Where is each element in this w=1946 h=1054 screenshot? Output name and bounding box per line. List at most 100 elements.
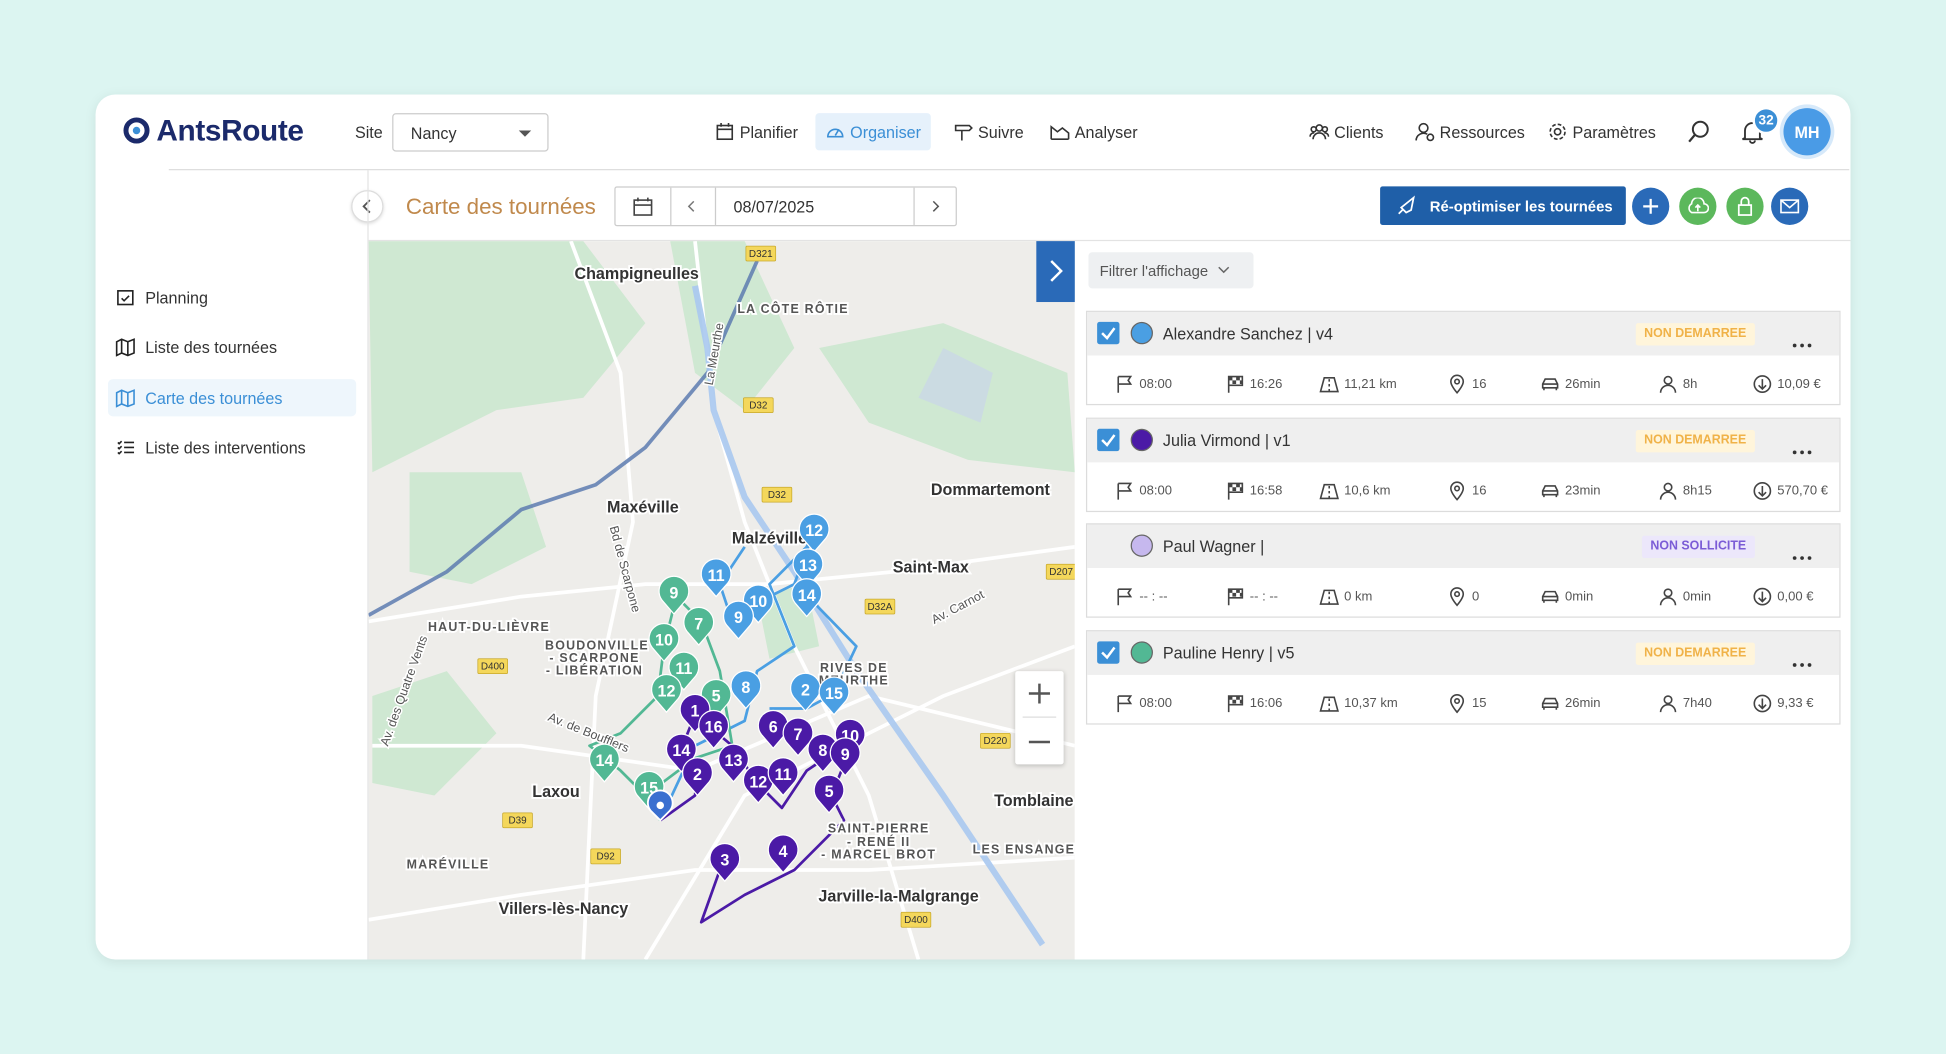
- route-drive: 0min: [1565, 589, 1593, 604]
- route-detail: 26min: [1540, 694, 1600, 714]
- route-detail: 11,21 km: [1319, 374, 1396, 394]
- route-status: NON DEMARREE: [1635, 430, 1754, 452]
- zoom-in[interactable]: [1029, 684, 1050, 704]
- map-town: Maxéville: [607, 499, 679, 517]
- nav-item[interactable]: Suivre: [953, 117, 1024, 147]
- dropdown-arrow: [518, 129, 533, 139]
- route-detail: 570,70 €: [1752, 481, 1828, 501]
- site-select[interactable]: Nancy: [392, 113, 548, 152]
- map-district: MARÉVILLE: [407, 856, 490, 871]
- route-checkbox[interactable]: [1097, 322, 1119, 344]
- marker-label: 12: [805, 522, 823, 540]
- route-cost: 9,33 €: [1777, 696, 1813, 711]
- nav-label: Planifier: [740, 122, 798, 141]
- route-card: Pauline Henry | v5NON DEMARREE08:0016:06…: [1086, 630, 1841, 724]
- route-detail: 08:00: [1115, 481, 1172, 501]
- mail-button[interactable]: [1771, 188, 1808, 225]
- route-distance: 11,21 km: [1344, 377, 1397, 392]
- sidebar-label: Carte des tournées: [145, 388, 282, 407]
- map[interactable]: ChampigneullesLA CÔTE RÔTIEMaxévilleMalz…: [369, 241, 1075, 959]
- avatar[interactable]: MH: [1783, 108, 1830, 155]
- route-color: [1131, 429, 1153, 451]
- sidebar-item[interactable]: Carte des tournées: [108, 379, 356, 416]
- filter-label: Filtrer l'affichage: [1100, 262, 1209, 279]
- nav-label: Analyser: [1075, 122, 1138, 141]
- road-label: D39: [508, 816, 527, 827]
- sidebar-item[interactable]: Liste des interventions: [108, 429, 356, 466]
- route-drive: 23min: [1565, 483, 1601, 498]
- route-detail: 0,00 €: [1752, 587, 1813, 607]
- map-town: Villers-lès-Nancy: [499, 900, 629, 918]
- route-menu[interactable]: [1792, 544, 1812, 566]
- road-label: D220: [984, 736, 1008, 747]
- route-detail: 8h15: [1658, 481, 1712, 501]
- route-distance: 10,37 km: [1344, 696, 1398, 711]
- marker-label: 5: [712, 688, 721, 706]
- route-menu[interactable]: [1792, 439, 1812, 461]
- nav-item[interactable]: Planifier: [715, 117, 798, 147]
- route-cost: 0,00 €: [1777, 589, 1813, 604]
- reoptimize-button[interactable]: Ré-optimiser les tournées: [1380, 186, 1626, 225]
- route-checkbox[interactable]: [1097, 641, 1119, 663]
- marker-label: 14: [798, 587, 816, 605]
- add-button[interactable]: [1632, 188, 1669, 225]
- logo: AntsRoute: [156, 117, 303, 147]
- sidebar-item[interactable]: Planning: [108, 278, 356, 315]
- route-detail: 10,37 km: [1319, 694, 1397, 714]
- road-label: D400: [481, 661, 505, 672]
- marker-label: 13: [799, 557, 817, 575]
- nav-item[interactable]: Organiser: [815, 113, 931, 150]
- upload-button[interactable]: [1679, 188, 1716, 225]
- toggle-panel[interactable]: [1036, 241, 1074, 302]
- route-color: [1131, 534, 1153, 556]
- prev-day[interactable]: [686, 200, 696, 215]
- marker-label: 15: [825, 685, 843, 703]
- sidebar-label: Liste des interventions: [145, 438, 306, 457]
- nav-label: Organiser: [850, 122, 921, 141]
- map-district: - MARCEL BROT: [821, 847, 936, 861]
- marker-label: 8: [741, 679, 750, 697]
- route-end: 16:06: [1250, 696, 1283, 711]
- route-detail: 16: [1447, 481, 1486, 501]
- search-icon[interactable]: [1687, 119, 1712, 144]
- sidebar-item[interactable]: Liste des tournées: [108, 328, 356, 365]
- route-detail: -- : --: [1115, 587, 1168, 607]
- route-color: [1131, 641, 1153, 663]
- route-header: Paul Wagner |NON SOLLICITE: [1087, 525, 1839, 569]
- route-distance: 0 km: [1344, 589, 1372, 604]
- nav-item[interactable]: Paramètres: [1548, 117, 1656, 147]
- route-drive: 26min: [1565, 696, 1601, 711]
- next-day[interactable]: [931, 200, 941, 215]
- site-value: Nancy: [411, 126, 457, 142]
- route-detail: 08:00: [1115, 374, 1172, 394]
- site-label: Site: [355, 124, 383, 140]
- calendar-icon[interactable]: [633, 196, 653, 216]
- marker-label: 10: [655, 632, 673, 650]
- road-label: D321: [749, 249, 773, 260]
- road-label: D92: [597, 852, 616, 863]
- nav-item[interactable]: Ressources: [1415, 117, 1525, 147]
- route-detail: 16:26: [1225, 374, 1282, 394]
- marker-label: 9: [734, 609, 743, 627]
- zoom-control: [1015, 671, 1063, 764]
- route-header: Julia Virmond | v1NON DEMARREE: [1087, 419, 1839, 463]
- nav-item[interactable]: Analyser: [1050, 117, 1138, 147]
- marker-label: 8: [818, 742, 827, 760]
- route-detail: -- : --: [1225, 587, 1278, 607]
- nav-item[interactable]: Clients: [1309, 117, 1383, 147]
- filter-button[interactable]: Filtrer l'affichage: [1088, 252, 1253, 288]
- route-menu[interactable]: [1792, 651, 1812, 673]
- route-detail: 0min: [1658, 587, 1711, 607]
- date-value[interactable]: 08/07/2025: [733, 199, 814, 215]
- map-district: HAUT-DU-LIÈVRE: [428, 619, 550, 634]
- lock-button[interactable]: [1726, 188, 1763, 225]
- route-menu[interactable]: [1792, 332, 1812, 354]
- route-end: 16:26: [1250, 377, 1283, 392]
- route-checkbox[interactable]: [1097, 429, 1119, 451]
- map-district: - LIBÉRATION: [546, 662, 643, 677]
- route-distance: 10,6 km: [1344, 483, 1390, 498]
- route-card: Paul Wagner |NON SOLLICITE -- : -- -- : --…: [1086, 523, 1841, 617]
- route-detail: 16: [1447, 374, 1486, 394]
- route-checkbox[interactable]: [1097, 534, 1119, 556]
